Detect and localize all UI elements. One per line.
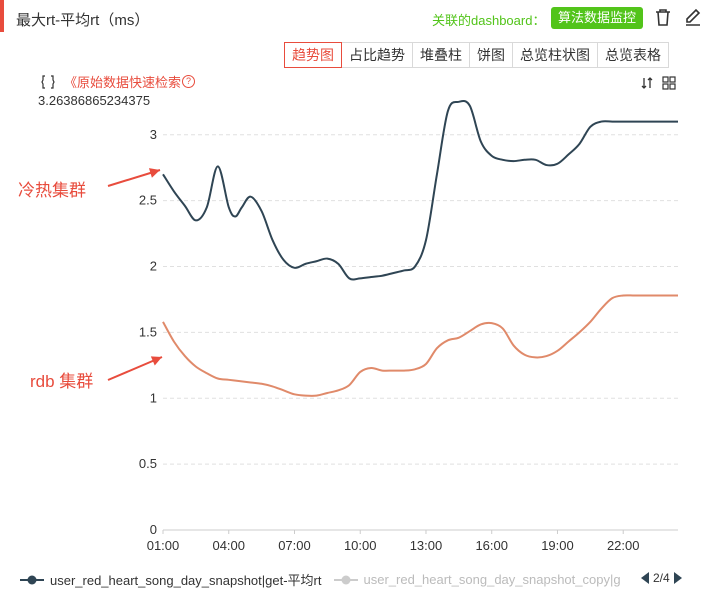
- panel-title: 最大rt-平均rt（ms）: [16, 12, 150, 29]
- annotation-cold-hot-cluster: 冷热集群: [18, 181, 86, 200]
- y-tick-label-2: 1: [150, 390, 157, 405]
- x-tick-label-0: 01:00: [147, 538, 180, 553]
- arrow-rdb-head: [150, 356, 162, 366]
- legend-pager: 2/4: [641, 571, 682, 585]
- edit-icon[interactable]: [683, 7, 703, 27]
- help-icon[interactable]: ?: [182, 75, 196, 88]
- sort-icon[interactable]: [640, 76, 654, 90]
- x-tick-label-2: 07:00: [278, 538, 311, 553]
- arrow-cold-hot-head: [148, 168, 160, 178]
- trash-icon[interactable]: [653, 7, 673, 27]
- bracket-icon: [41, 74, 55, 89]
- y-tick-label-0: 0: [150, 522, 157, 537]
- quick-search-link[interactable]: 《原始数据快速检索 ?: [40, 72, 196, 91]
- x-tick-label-5: 16:00: [475, 538, 508, 553]
- x-tick-label-4: 13:00: [410, 538, 443, 553]
- x-tick-label-1: 04:00: [212, 538, 245, 553]
- x-tick-label-6: 19:00: [541, 538, 574, 553]
- title-accent-bar: [0, 0, 4, 32]
- x-tick-label-7: 22:00: [607, 538, 640, 553]
- x-tick-label-3: 10:00: [344, 538, 377, 553]
- legend-swatch-series-1: [20, 575, 44, 584]
- quick-search-label: 《原始数据快速检索: [64, 75, 182, 90]
- series-line-1: [162, 99, 678, 281]
- y-tick-label-5: 2.5: [139, 193, 157, 208]
- y-tick-label-4: 2: [150, 259, 157, 274]
- legend-label-series-1: user_red_heart_song_day_snapshot|get-平均r…: [50, 573, 322, 588]
- max-value-label: 3.26386865234375: [38, 93, 151, 108]
- y-tick-label-3: 1.5: [139, 324, 157, 339]
- legend-item-series-1[interactable]: user_red_heart_song_day_snapshot|get-平均r…: [20, 570, 322, 589]
- tab-overview-table[interactable]: 总览表格: [597, 42, 669, 68]
- grid-icon[interactable]: [662, 76, 676, 90]
- caret-left-icon[interactable]: [641, 572, 650, 584]
- chart-legend: user_red_heart_song_day_snapshot|get-平均r…: [20, 570, 633, 589]
- caret-right-icon[interactable]: [673, 572, 682, 584]
- series-line-2: [162, 294, 678, 397]
- legend-swatch-series-2: [333, 575, 358, 584]
- associated-dashboard-label: 关联的dashboard：: [432, 13, 546, 28]
- tab-trend[interactable]: 趋势图: [284, 42, 342, 68]
- pager-text: 2/4: [653, 571, 670, 585]
- chart-type-tabs: 趋势图 占比趋势 堆叠柱 饼图 总览柱状图 总览表格: [284, 42, 669, 68]
- tab-share-trend[interactable]: 占比趋势: [341, 42, 413, 68]
- associated-dashboard-button[interactable]: 算法数据监控: [551, 7, 644, 29]
- y-tick-label-6: 3: [150, 127, 157, 142]
- legend-item-series-2[interactable]: user_red_heart_song_day_snapshot_copy|g: [333, 572, 621, 587]
- legend-label-series-2: user_red_heart_song_day_snapshot_copy|g: [363, 572, 621, 587]
- tab-overview-bar[interactable]: 总览柱状图: [512, 42, 598, 68]
- annotation-rdb-cluster: rdb 集群: [30, 372, 94, 391]
- tab-stacked-bar[interactable]: 堆叠柱: [412, 42, 470, 68]
- y-tick-label-1: 0.5: [139, 456, 157, 471]
